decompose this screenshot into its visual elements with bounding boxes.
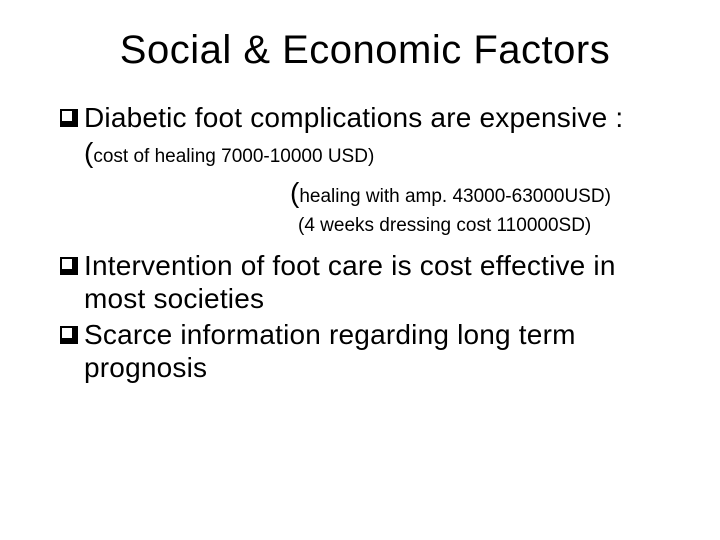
bullet-1-sub2-text: healing with amp. 43000-63000USD) xyxy=(299,186,611,207)
square-bullet-icon xyxy=(60,109,78,127)
paren-open: ( xyxy=(290,177,299,208)
slide-title: Social & Economic Factors xyxy=(50,28,680,73)
bullet-1-sub1-text: cost of healing 7000-10000 USD) xyxy=(93,146,374,167)
bullet-1-subline-1: (cost of healing 7000-10000 USD) xyxy=(84,137,680,169)
bullet-1-text: Diabetic foot complications are expensiv… xyxy=(84,101,623,135)
bullet-item-3: Scarce information regarding long term p… xyxy=(60,318,680,385)
square-bullet-icon xyxy=(60,326,78,344)
paren-open: ( xyxy=(84,137,93,168)
bullet-1-subline-2: (healing with amp. 43000-63000USD) xyxy=(290,177,680,209)
square-bullet-icon xyxy=(60,257,78,275)
bullet-2-text: Intervention of foot care is cost effect… xyxy=(84,249,680,316)
bullet-item-1: Diabetic foot complications are expensiv… xyxy=(60,101,680,135)
bullet-3-text: Scarce information regarding long term p… xyxy=(84,318,680,385)
bullet-item-2: Intervention of foot care is cost effect… xyxy=(60,249,680,316)
slide: Social & Economic Factors Diabetic foot … xyxy=(0,0,720,540)
bullet-1-subline-3: (4 weeks dressing cost 110000SD) xyxy=(298,215,680,237)
